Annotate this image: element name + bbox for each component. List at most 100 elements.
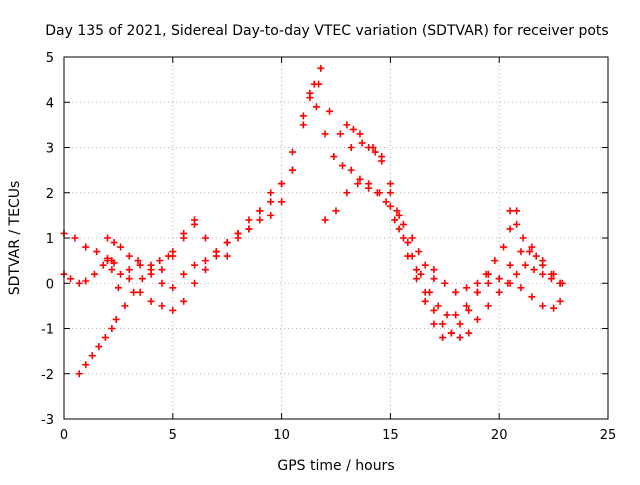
data-point	[513, 220, 521, 228]
data-point	[452, 311, 460, 319]
data-point	[169, 284, 177, 292]
data-point	[452, 288, 460, 296]
data-point	[430, 275, 438, 283]
series-track-8	[315, 80, 564, 342]
data-point	[443, 311, 451, 319]
series-track-13	[147, 216, 199, 274]
data-point	[500, 243, 508, 251]
data-point	[473, 288, 481, 296]
data-point	[547, 270, 555, 278]
data-point	[191, 279, 199, 287]
data-point	[463, 302, 471, 310]
data-point	[347, 144, 355, 151]
data-point	[134, 257, 142, 265]
data-point	[191, 216, 199, 224]
data-point	[82, 361, 90, 369]
data-point	[415, 248, 423, 256]
data-point	[158, 266, 166, 274]
data-point	[413, 275, 421, 283]
data-point	[256, 207, 264, 215]
data-point	[299, 121, 307, 129]
data-point	[417, 270, 425, 278]
data-point	[532, 252, 540, 260]
x-axis-label: GPS time / hours	[277, 458, 394, 474]
data-point	[517, 284, 525, 292]
data-point	[339, 162, 347, 170]
data-point	[201, 257, 209, 265]
data-point	[317, 64, 325, 72]
data-point	[169, 252, 177, 260]
data-point	[88, 352, 96, 360]
data-point	[108, 325, 116, 332]
data-point	[67, 275, 75, 283]
data-point	[130, 288, 138, 296]
data-point	[95, 343, 103, 351]
data-point	[267, 189, 275, 197]
data-point	[267, 198, 275, 206]
data-point	[136, 261, 144, 269]
series-track-9	[321, 180, 521, 342]
data-point	[528, 293, 536, 301]
data-point	[550, 304, 558, 312]
series-track-6	[112, 252, 172, 323]
data-point	[245, 225, 253, 233]
data-point	[343, 189, 351, 197]
y-tick-label: 2	[46, 187, 54, 202]
data-point	[421, 261, 429, 269]
data-point	[125, 275, 133, 283]
data-point	[358, 139, 366, 147]
data-point	[473, 279, 481, 287]
data-point	[404, 252, 412, 260]
data-point	[90, 270, 98, 278]
data-point	[439, 320, 447, 328]
tick-layer: 0 5 10 15 20 25 -3 -2 -1 0 1 2 3 4 5	[41, 51, 616, 443]
data-point	[114, 284, 122, 292]
data-point	[347, 166, 355, 174]
data-point	[386, 180, 394, 188]
data-point	[349, 125, 357, 133]
chart-title: Day 135 of 2021, Sidereal Day-to-day VTE…	[45, 23, 608, 39]
data-point	[356, 175, 364, 183]
data-point	[430, 306, 438, 314]
data-point	[421, 297, 429, 305]
x-tick-label: 0	[60, 428, 68, 443]
data-point	[441, 279, 449, 287]
data-point	[110, 259, 118, 267]
data-point	[456, 334, 464, 342]
data-point	[245, 216, 253, 224]
plot-frame	[63, 56, 609, 420]
data-point	[104, 257, 112, 265]
data-point	[121, 302, 129, 310]
y-tick-label: -2	[41, 368, 54, 383]
y-tick-label: 5	[46, 51, 54, 66]
data-point	[484, 270, 492, 278]
series-track-7	[306, 94, 564, 319]
data-point	[526, 248, 534, 256]
data-point	[147, 297, 155, 305]
data-point	[101, 334, 109, 342]
series-track-15	[104, 234, 142, 265]
data-point	[519, 234, 527, 242]
data-point	[117, 270, 125, 278]
data-point	[504, 279, 512, 287]
data-point	[356, 130, 364, 138]
data-point	[71, 234, 79, 242]
data-point	[278, 198, 286, 206]
data-point	[434, 302, 442, 310]
data-point	[312, 103, 320, 111]
data-point	[365, 180, 373, 188]
data-point	[484, 302, 492, 310]
data-point	[447, 329, 455, 337]
series-track-11	[343, 121, 438, 283]
data-point	[463, 284, 471, 292]
data-point	[330, 153, 338, 161]
data-point	[104, 234, 112, 242]
data-point	[491, 257, 499, 265]
data-point	[234, 234, 242, 242]
data-point	[223, 239, 231, 247]
data-point	[306, 94, 314, 102]
data-point	[288, 166, 296, 174]
data-point	[465, 306, 473, 314]
data-point	[212, 248, 220, 256]
